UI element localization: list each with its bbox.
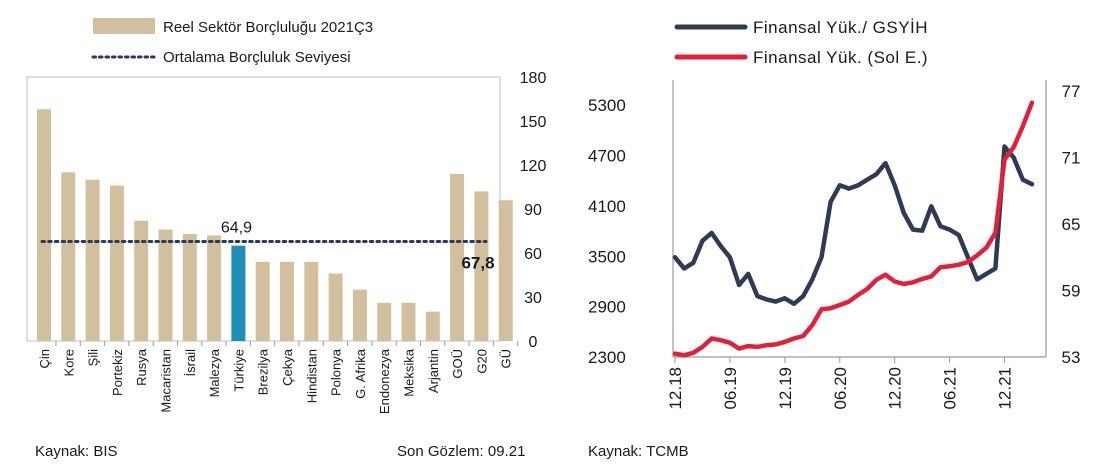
bar-category-label-7: Malezya <box>207 348 222 397</box>
right-source-note: Kaynak: TCMB <box>588 443 689 460</box>
bar-6 <box>182 233 197 341</box>
bar-4 <box>134 220 149 341</box>
bar-17 <box>450 173 465 341</box>
bar-category-label-4: Rusya <box>134 348 149 386</box>
line-right-tick-label-0: 53 <box>1062 348 1081 367</box>
line-right-tick-label-1: 59 <box>1062 282 1081 301</box>
bar-2 <box>85 179 100 341</box>
bar-category-label-2: Şili <box>86 349 101 366</box>
bar-y-tick-label-3: 90 <box>524 202 542 219</box>
line-left-tick-label-1: 2900 <box>588 298 626 317</box>
bar-y-tick-label-0: 0 <box>529 334 538 351</box>
line-right-tick-label-3: 71 <box>1062 149 1081 168</box>
legend-label-average: Ortalama Borçluluk Seviyesi <box>163 49 351 66</box>
legend-bar-swatch <box>93 18 155 34</box>
series-line-0 <box>672 144 1035 307</box>
bar-category-label-15: Meksika <box>402 348 417 396</box>
legend-label-ratio: Finansal Yük./ GSYİH <box>753 18 928 37</box>
line-x-tick-label-3: 06.20 <box>831 367 850 410</box>
bar-category-label-5: Macaristan <box>159 349 174 413</box>
bar-category-label-13: G. Afrika <box>353 348 368 399</box>
left-source-note: Kaynak: BIS <box>35 443 118 460</box>
bar-category-label-1: Kore <box>61 349 76 376</box>
legend-label-debt: Reel Sektör Borçluluğu 2021Ç3 <box>163 19 373 36</box>
line-right-tick-label-2: 65 <box>1062 215 1081 234</box>
line-x-tick-label-4: 12.20 <box>886 367 905 410</box>
bar-y-tick-label-6: 180 <box>520 70 547 87</box>
bar-category-label-9: Brezilya <box>256 348 271 395</box>
bar-category-label-6: İsrail <box>183 349 198 377</box>
bar-y-tick-label-4: 120 <box>520 158 547 175</box>
line-left-tick-label-5: 5300 <box>588 96 626 115</box>
average-value-label: 67,8 <box>461 254 494 273</box>
line-left-tick-label-3: 4100 <box>588 197 626 216</box>
bar-category-label-12: Polonya <box>329 348 344 396</box>
bar-3 <box>109 185 124 341</box>
bar-0 <box>37 109 51 342</box>
line-x-tick-label-6: 12.21 <box>996 367 1015 410</box>
line-right-tick-label-4: 77 <box>1062 82 1081 101</box>
bar-9 <box>255 261 270 341</box>
bar-category-label-14: Endonezya <box>377 348 392 414</box>
bar-category-label-8: Türkiye <box>231 349 246 392</box>
line-left-tick-label-2: 3500 <box>588 247 626 266</box>
bar-5 <box>158 229 173 341</box>
bar-category-label-3: Portekiz <box>110 349 125 396</box>
bar-y-tick-label-2: 60 <box>524 246 542 263</box>
left-last-observation-note: Son Gözlem: 09.21 <box>397 443 526 460</box>
bar-category-label-19: GÜ <box>499 349 514 369</box>
bar-1 <box>61 172 76 341</box>
bar-7 <box>207 235 222 341</box>
bar-12 <box>328 273 343 341</box>
line-x-tick-label-1: 06.19 <box>721 367 740 410</box>
turkiye-value-label: 64,9 <box>221 220 252 237</box>
bar-19 <box>498 200 513 341</box>
bar-category-label-10: Çekya <box>280 348 295 386</box>
bar-18 <box>474 191 489 341</box>
bar-8 <box>231 245 246 341</box>
series-line-1 <box>672 100 1035 358</box>
bar-10 <box>280 261 294 341</box>
bar-11 <box>304 261 319 341</box>
bar-category-label-16: Arjantin <box>426 349 441 393</box>
line-x-tick-label-0: 12.18 <box>666 367 685 410</box>
line-left-tick-label-0: 2300 <box>588 348 626 367</box>
bar-category-label-0: Çin <box>37 349 52 369</box>
bar-14 <box>377 302 392 341</box>
bar-16 <box>425 311 440 341</box>
line-x-tick-label-2: 12.19 <box>776 367 795 410</box>
line-x-tick-label-5: 06.21 <box>941 367 960 410</box>
bar-13 <box>352 289 367 341</box>
bar-y-tick-label-1: 30 <box>524 290 542 307</box>
bar-category-label-11: Hindistan <box>304 349 319 403</box>
bar-y-tick-label-5: 150 <box>520 114 547 131</box>
bar-category-label-17: GOÜ <box>450 349 465 379</box>
bar-15 <box>401 302 416 341</box>
legend-label-burden: Finansal Yük. (Sol E.) <box>753 48 928 67</box>
bar-category-label-18: G20 <box>474 349 489 374</box>
line-left-tick-label-4: 4700 <box>588 147 626 166</box>
